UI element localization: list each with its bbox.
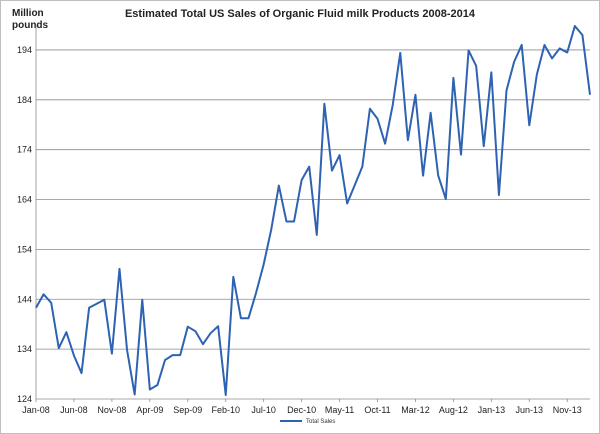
y-tick-label: 134 xyxy=(17,344,32,354)
legend-label-total-sales: Total Sales xyxy=(306,419,335,425)
x-tick-label: Jul-10 xyxy=(251,405,276,415)
y-axis-unit-label: Million pounds xyxy=(12,8,49,31)
x-tick-label: Mar-12 xyxy=(401,405,430,415)
legend: Total Sales xyxy=(280,419,335,425)
x-tick-label: Nov-08 xyxy=(97,405,126,415)
x-tick-label: Oct-11 xyxy=(364,405,390,415)
y-tick-label: 164 xyxy=(17,195,32,205)
y-tick-label: 194 xyxy=(17,45,32,55)
x-tick-labels: Jan-08 Jun-08 Nov-08 Apr-09 Sep-09 Feb-10 Jul-… xyxy=(22,405,582,415)
y-tick-label: 174 xyxy=(17,145,32,155)
y-tick-label: 154 xyxy=(17,244,32,254)
x-tick-label: Feb-10 xyxy=(211,405,240,415)
series-total-sales xyxy=(35,25,591,397)
x-tick-label: Jun-08 xyxy=(60,405,88,415)
x-tick-label: Sep-09 xyxy=(173,405,202,415)
x-tick-label: Aug-12 xyxy=(439,405,468,415)
y-tick-labels: 124 134 144 154 164 174 184 194 xyxy=(17,45,32,404)
chart-title: Estimated Total US Sales of Organic Flui… xyxy=(124,8,476,20)
x-tick-label: Jun-13 xyxy=(516,405,544,415)
x-axis xyxy=(35,25,590,402)
x-tick-label: Dec-10 xyxy=(287,405,316,415)
x-tick-label: Jan-13 xyxy=(478,405,506,415)
x-tick-label: May-11 xyxy=(325,405,354,415)
y-tick-label: 144 xyxy=(17,294,32,304)
series-line-total-sales xyxy=(35,25,591,397)
x-tick-label: Jan-08 xyxy=(22,405,50,415)
x-tick-label: Apr-09 xyxy=(136,405,163,415)
y-tick-label: 184 xyxy=(17,95,32,105)
x-tick-label: Nov-13 xyxy=(553,405,582,415)
y-tick-label: 124 xyxy=(17,394,32,404)
